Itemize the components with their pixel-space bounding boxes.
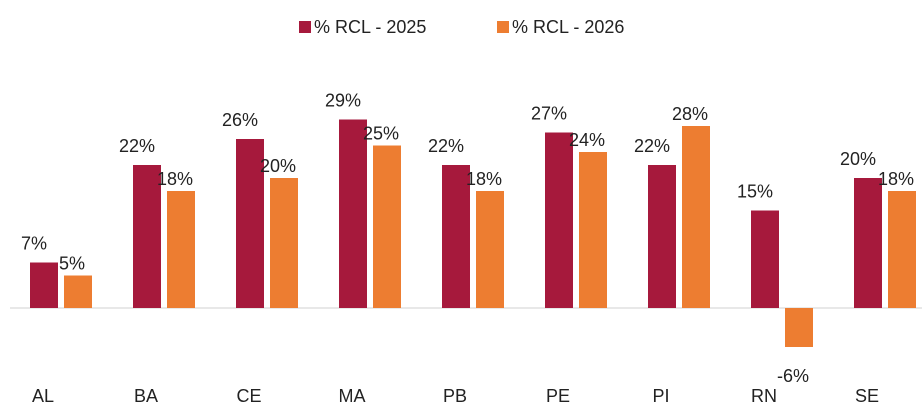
data-label: 18% xyxy=(466,169,502,189)
data-label: 22% xyxy=(428,136,464,156)
bar xyxy=(854,178,882,308)
data-label: 28% xyxy=(672,104,708,124)
bar xyxy=(236,139,264,308)
bar xyxy=(751,210,779,308)
data-label: 20% xyxy=(260,156,296,176)
data-label: 20% xyxy=(840,149,876,169)
x-tick-label: AL xyxy=(32,386,54,406)
data-label: 18% xyxy=(878,169,914,189)
x-tick-label: PI xyxy=(652,386,669,406)
legend-label: % RCL - 2026 xyxy=(512,17,624,37)
bar xyxy=(682,126,710,308)
bar xyxy=(545,132,573,308)
bar xyxy=(339,119,367,308)
data-label: 22% xyxy=(634,136,670,156)
data-label: 15% xyxy=(737,181,773,201)
data-label: 18% xyxy=(157,169,193,189)
bar xyxy=(30,262,58,308)
bar xyxy=(476,191,504,308)
bar xyxy=(442,165,470,308)
x-tick-label: PE xyxy=(546,386,570,406)
x-tick-label: PB xyxy=(443,386,467,406)
data-label: 7% xyxy=(21,233,47,253)
data-label: -6% xyxy=(777,366,809,386)
x-tick-label: RN xyxy=(751,386,777,406)
bar xyxy=(579,152,607,308)
bar xyxy=(373,145,401,308)
bar xyxy=(64,275,92,308)
data-label: 26% xyxy=(222,110,258,130)
data-label: 5% xyxy=(59,253,85,273)
data-label: 25% xyxy=(363,123,399,143)
legend-swatch xyxy=(497,21,509,33)
data-label: 27% xyxy=(531,103,567,123)
x-tick-label: SE xyxy=(855,386,879,406)
bar xyxy=(133,165,161,308)
data-label: 24% xyxy=(569,130,605,150)
bar xyxy=(167,191,195,308)
bar xyxy=(648,165,676,308)
bar xyxy=(785,308,813,347)
bar xyxy=(888,191,916,308)
x-tick-label: BA xyxy=(134,386,158,406)
legend-swatch xyxy=(299,21,311,33)
data-label: 22% xyxy=(119,136,155,156)
x-tick-label: CE xyxy=(236,386,261,406)
data-label: 29% xyxy=(325,90,361,110)
x-tick-label: MA xyxy=(339,386,366,406)
legend-label: % RCL - 2025 xyxy=(314,17,426,37)
bar xyxy=(270,178,298,308)
